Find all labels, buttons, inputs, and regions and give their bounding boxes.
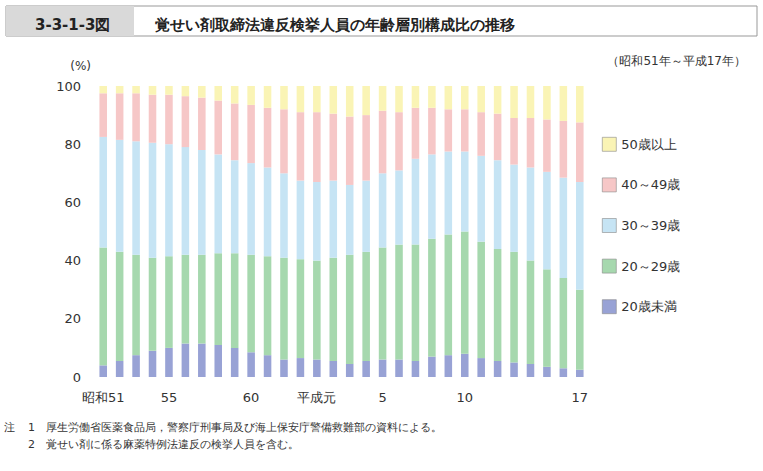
svg-text:10: 10 xyxy=(456,390,473,405)
svg-text:昭和51: 昭和51 xyxy=(82,390,125,405)
svg-text:20: 20 xyxy=(64,311,81,326)
svg-text:20歳未満: 20歳未満 xyxy=(621,299,677,314)
svg-text:20～29歳: 20～29歳 xyxy=(621,259,680,274)
svg-text:100: 100 xyxy=(56,79,81,94)
svg-text:(%): (%) xyxy=(70,59,91,73)
svg-text:80: 80 xyxy=(64,137,81,152)
svg-text:40: 40 xyxy=(64,253,81,268)
svg-text:注: 注 xyxy=(4,421,15,434)
svg-text:60: 60 xyxy=(64,195,81,210)
svg-text:60: 60 xyxy=(243,390,260,405)
svg-text:1 厚生労働省医薬食品局，警察庁刑事局及び海上保安庁警備救難: 1 厚生労働省医薬食品局，警察庁刑事局及び海上保安庁警備救難部の資料による。 xyxy=(28,421,442,434)
svg-text:40～49歳: 40～49歳 xyxy=(621,177,680,192)
svg-text:覚せい剤取締法違反検挙人員の年齢層別構成比の推移: 覚せい剤取締法違反検挙人員の年齢層別構成比の推移 xyxy=(155,16,515,34)
svg-text:3-3-1-3図: 3-3-1-3図 xyxy=(35,16,110,34)
svg-text:（昭和51年～平成17年）: （昭和51年～平成17年） xyxy=(607,54,746,68)
svg-text:0: 0 xyxy=(73,370,81,385)
svg-text:50歳以上: 50歳以上 xyxy=(621,137,677,152)
svg-text:5: 5 xyxy=(378,390,386,405)
svg-text:平成元: 平成元 xyxy=(297,390,336,405)
svg-text:30～39歳: 30～39歳 xyxy=(621,218,680,233)
svg-text:2 覚せい剤に係る麻薬特例法違反の検挙人員を含む。: 2 覚せい剤に係る麻薬特例法違反の検挙人員を含む。 xyxy=(28,438,299,451)
svg-text:55: 55 xyxy=(161,390,178,405)
svg-text:17: 17 xyxy=(572,390,589,405)
